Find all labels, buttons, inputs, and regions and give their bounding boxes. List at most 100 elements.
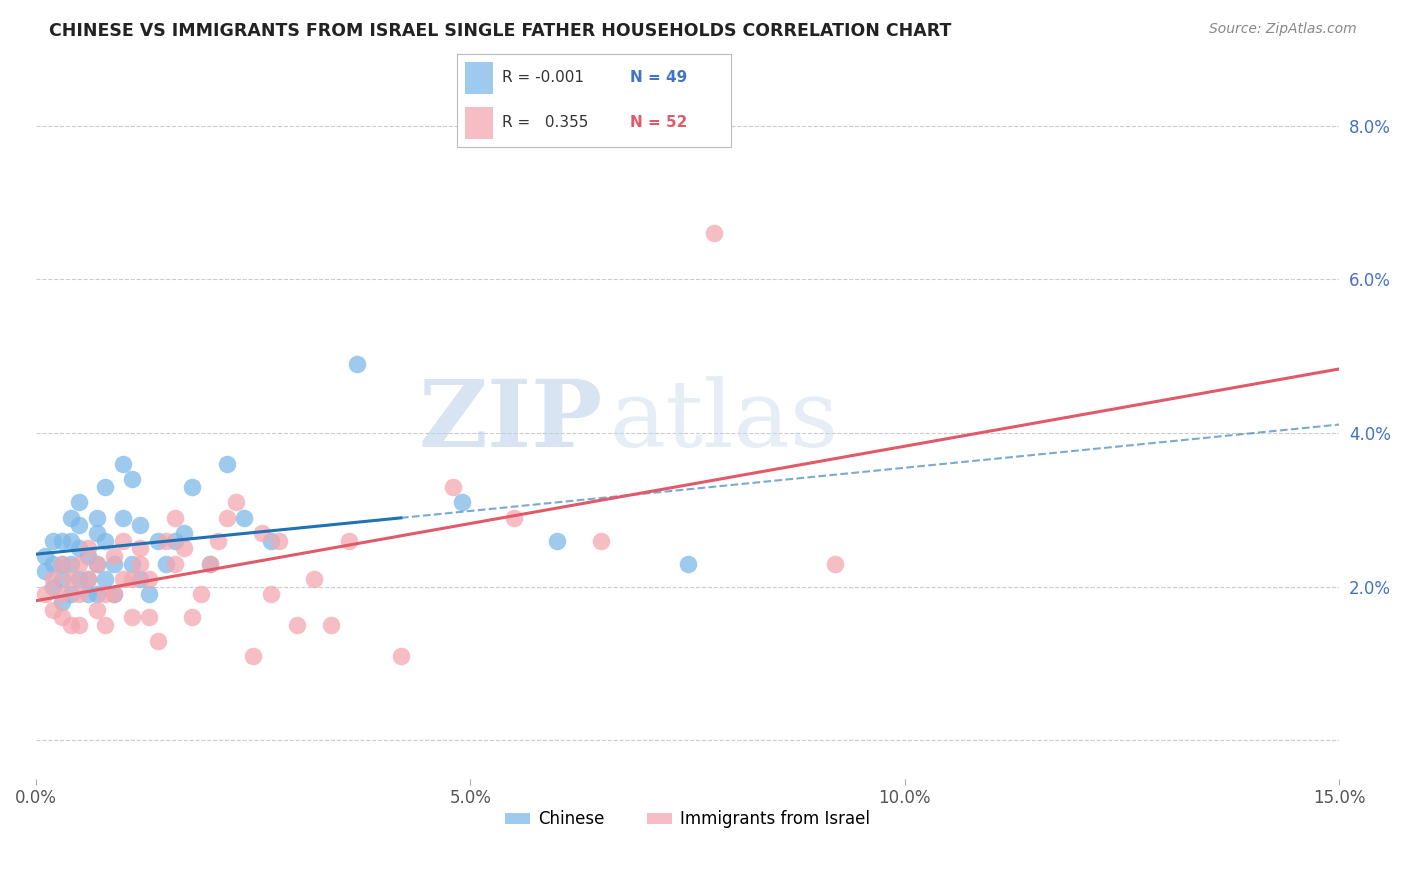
Point — [163, 557, 186, 571]
Point — [129, 518, 152, 533]
Point — [441, 480, 464, 494]
Text: R = -0.001: R = -0.001 — [502, 70, 583, 86]
Point — [233, 510, 256, 524]
Point — [146, 533, 169, 548]
Point — [51, 557, 73, 571]
Point — [86, 557, 108, 571]
Text: N = 52: N = 52 — [630, 115, 688, 130]
Point — [111, 457, 134, 471]
Point — [51, 587, 73, 601]
Point — [155, 557, 177, 571]
Point — [111, 572, 134, 586]
Point — [77, 572, 100, 586]
Point — [138, 572, 160, 586]
Point — [676, 557, 699, 571]
Point — [86, 603, 108, 617]
Point — [389, 648, 412, 663]
Point — [94, 480, 117, 494]
Point — [34, 565, 56, 579]
Point — [51, 533, 73, 548]
Text: N = 49: N = 49 — [630, 70, 688, 86]
Point — [103, 587, 125, 601]
Point — [207, 533, 229, 548]
Point — [67, 572, 90, 586]
Point — [121, 572, 143, 586]
Text: R =   0.355: R = 0.355 — [502, 115, 589, 130]
Point — [121, 472, 143, 486]
Text: CHINESE VS IMMIGRANTS FROM ISRAEL SINGLE FATHER HOUSEHOLDS CORRELATION CHART: CHINESE VS IMMIGRANTS FROM ISRAEL SINGLE… — [49, 22, 952, 40]
Point — [138, 587, 160, 601]
Point — [67, 495, 90, 509]
Point — [146, 633, 169, 648]
Point — [225, 495, 247, 509]
Point — [121, 557, 143, 571]
Point — [51, 557, 73, 571]
Bar — [465, 107, 492, 139]
Point — [51, 595, 73, 609]
Point — [103, 557, 125, 571]
Point — [285, 618, 308, 632]
Point — [703, 226, 725, 240]
Point — [259, 587, 281, 601]
Point — [86, 587, 108, 601]
Point — [181, 610, 204, 624]
Point — [77, 549, 100, 563]
Point — [77, 572, 100, 586]
Point — [77, 587, 100, 601]
Point — [51, 572, 73, 586]
Point — [86, 525, 108, 540]
Point — [269, 533, 291, 548]
Point — [546, 533, 568, 548]
Point — [198, 557, 221, 571]
Point — [824, 557, 846, 571]
Point — [217, 457, 239, 471]
Point — [129, 541, 152, 556]
Point — [42, 557, 65, 571]
Point — [42, 572, 65, 586]
Point — [34, 549, 56, 563]
Point — [121, 610, 143, 624]
Point — [346, 357, 368, 371]
Point — [155, 533, 177, 548]
Point — [589, 533, 612, 548]
Point — [77, 541, 100, 556]
Point — [163, 533, 186, 548]
Point — [302, 572, 325, 586]
Point — [42, 580, 65, 594]
Point — [67, 541, 90, 556]
Point — [59, 510, 82, 524]
Text: Source: ZipAtlas.com: Source: ZipAtlas.com — [1209, 22, 1357, 37]
Point — [67, 557, 90, 571]
Text: atlas: atlas — [609, 376, 838, 467]
Point — [103, 549, 125, 563]
Point — [103, 587, 125, 601]
Point — [181, 480, 204, 494]
Point — [51, 610, 73, 624]
Point — [111, 533, 134, 548]
Point — [42, 603, 65, 617]
Point — [259, 533, 281, 548]
Point — [111, 510, 134, 524]
Point — [129, 557, 152, 571]
Point — [94, 572, 117, 586]
Point — [67, 518, 90, 533]
Point — [59, 572, 82, 586]
Bar — [465, 62, 492, 94]
Point — [59, 557, 82, 571]
Point — [138, 610, 160, 624]
Point — [94, 533, 117, 548]
Point — [59, 587, 82, 601]
Point — [337, 533, 360, 548]
Point — [173, 541, 195, 556]
Point — [59, 618, 82, 632]
Point — [94, 618, 117, 632]
Point — [502, 510, 524, 524]
Point — [67, 587, 90, 601]
Legend: Chinese, Immigrants from Israel: Chinese, Immigrants from Israel — [499, 804, 876, 835]
Point — [59, 533, 82, 548]
Point — [242, 648, 264, 663]
Point — [321, 618, 343, 632]
Point — [86, 557, 108, 571]
Text: ZIP: ZIP — [419, 376, 603, 467]
Point — [94, 587, 117, 601]
